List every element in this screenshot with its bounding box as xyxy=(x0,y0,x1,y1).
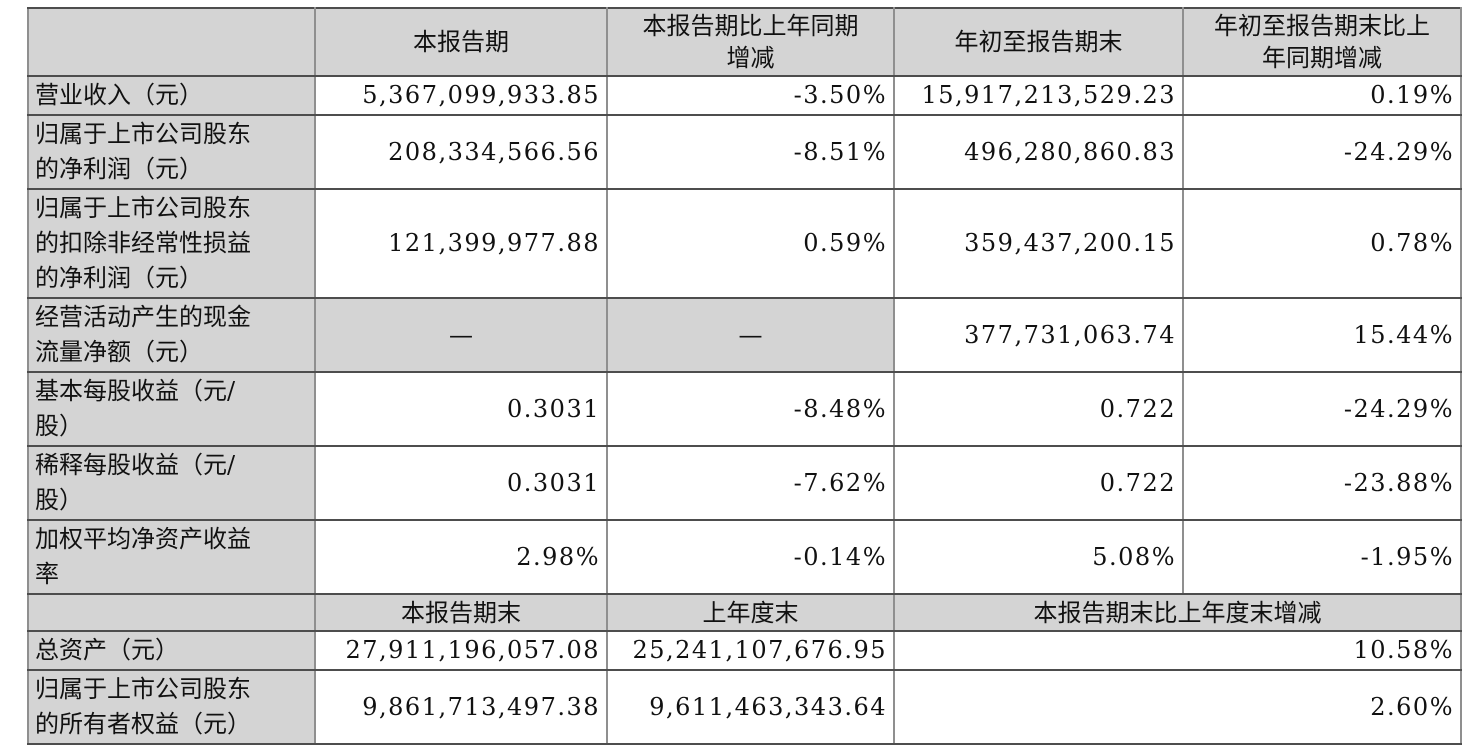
financial-summary-table: 本报告期 本报告期比上年同期 增减 年初至报告期末 年初至报告期末比上 年同期增… xyxy=(27,7,1462,745)
sub-header-row: 本报告期末 上年度末 本报告期末比上年度末增减 xyxy=(27,593,1462,632)
equity-change-value: 2.60% xyxy=(893,669,1462,745)
basic-eps-ytd-yoy-value: -24.29% xyxy=(1182,371,1462,447)
table-row: 总资产（元） 27,911,196,057.08 25,241,107,676.… xyxy=(27,630,1462,671)
table-row: 加权平均净资产收益 率 2.98% -0.14% 5.08% -1.95% xyxy=(27,519,1462,595)
operating-cash-flow-current-yoy-dash: — xyxy=(606,297,895,373)
col-header-ytd-yoy: 年初至报告期末比上 年同期增减 xyxy=(1182,7,1462,77)
diluted-eps-current-value: 0.3031 xyxy=(314,445,608,521)
row-label-net-profit-excl-nonrecurring: 归属于上市公司股东 的扣除非经常性损益 的净利润（元） xyxy=(27,188,316,299)
table-row: 营业收入（元） 5,367,099,933.85 -3.50% 15,917,2… xyxy=(27,75,1462,116)
net-profit-excl-ytd-value: 359,437,200.15 xyxy=(893,188,1184,299)
col-header-prior-year-end: 上年度末 xyxy=(606,593,895,632)
operating-cash-flow-ytd-yoy-value: 15.44% xyxy=(1182,297,1462,373)
col-header-current-period: 本报告期 xyxy=(314,7,608,77)
basic-eps-current-value: 0.3031 xyxy=(314,371,608,447)
weighted-avg-roe-current-value: 2.98% xyxy=(314,519,608,595)
col-header-period-end-vs-prior: 本报告期末比上年度末增减 xyxy=(893,593,1462,632)
table-row: 稀释每股收益（元/ 股） 0.3031 -7.62% 0.722 -23.88% xyxy=(27,445,1462,521)
revenue-ytd-value: 15,917,213,529.23 xyxy=(893,75,1184,116)
operating-cash-flow-current-dash: — xyxy=(314,297,608,373)
revenue-ytd-yoy-value: 0.19% xyxy=(1182,75,1462,116)
row-label-revenue: 营业收入（元） xyxy=(27,75,316,116)
financial-summary-table-container: 本报告期 本报告期比上年同期 增减 年初至报告期末 年初至报告期末比上 年同期增… xyxy=(27,7,1462,745)
table-row: 经营活动产生的现金 流量净额（元） — — 377,731,063.74 15.… xyxy=(27,297,1462,373)
row-label-diluted-eps: 稀释每股收益（元/ 股） xyxy=(27,445,316,521)
col-header-current-period-yoy: 本报告期比上年同期 增减 xyxy=(606,7,895,77)
basic-eps-current-yoy-value: -8.48% xyxy=(606,371,895,447)
revenue-current-value: 5,367,099,933.85 xyxy=(314,75,608,116)
equity-prior-year-end-value: 9,611,463,343.64 xyxy=(606,669,895,745)
weighted-avg-roe-ytd-value: 5.08% xyxy=(893,519,1184,595)
col-header-period-end: 本报告期末 xyxy=(314,593,608,632)
table-row: 基本每股收益（元/ 股） 0.3031 -8.48% 0.722 -24.29% xyxy=(27,371,1462,447)
diluted-eps-ytd-value: 0.722 xyxy=(893,445,1184,521)
row-label-net-profit: 归属于上市公司股东 的净利润（元） xyxy=(27,114,316,190)
net-profit-excl-ytd-yoy-value: 0.78% xyxy=(1182,188,1462,299)
net-profit-ytd-yoy-value: -24.29% xyxy=(1182,114,1462,190)
header-corner-cell xyxy=(27,7,316,77)
row-label-weighted-avg-roe: 加权平均净资产收益 率 xyxy=(27,519,316,595)
table-row: 归属于上市公司股东 的扣除非经常性损益 的净利润（元） 121,399,977.… xyxy=(27,188,1462,299)
equity-period-end-value: 9,861,713,497.38 xyxy=(314,669,608,745)
operating-cash-flow-ytd-value: 377,731,063.74 xyxy=(893,297,1184,373)
row-label-operating-cash-flow: 经营活动产生的现金 流量净额（元） xyxy=(27,297,316,373)
sub-header-corner-cell xyxy=(27,593,316,632)
total-assets-change-value: 10.58% xyxy=(893,630,1462,671)
total-assets-prior-year-end-value: 25,241,107,676.95 xyxy=(606,630,895,671)
weighted-avg-roe-current-yoy-value: -0.14% xyxy=(606,519,895,595)
basic-eps-ytd-value: 0.722 xyxy=(893,371,1184,447)
table-row: 归属于上市公司股东 的净利润（元） 208,334,566.56 -8.51% … xyxy=(27,114,1462,190)
net-profit-current-value: 208,334,566.56 xyxy=(314,114,608,190)
net-profit-ytd-value: 496,280,860.83 xyxy=(893,114,1184,190)
net-profit-current-yoy-value: -8.51% xyxy=(606,114,895,190)
net-profit-excl-current-value: 121,399,977.88 xyxy=(314,188,608,299)
total-assets-period-end-value: 27,911,196,057.08 xyxy=(314,630,608,671)
diluted-eps-current-yoy-value: -7.62% xyxy=(606,445,895,521)
diluted-eps-ytd-yoy-value: -23.88% xyxy=(1182,445,1462,521)
header-row: 本报告期 本报告期比上年同期 增减 年初至报告期末 年初至报告期末比上 年同期增… xyxy=(27,7,1462,77)
row-label-basic-eps: 基本每股收益（元/ 股） xyxy=(27,371,316,447)
weighted-avg-roe-ytd-yoy-value: -1.95% xyxy=(1182,519,1462,595)
row-label-total-assets: 总资产（元） xyxy=(27,630,316,671)
row-label-equity: 归属于上市公司股东 的所有者权益（元） xyxy=(27,669,316,745)
table-row: 归属于上市公司股东 的所有者权益（元） 9,861,713,497.38 9,6… xyxy=(27,669,1462,745)
net-profit-excl-current-yoy-value: 0.59% xyxy=(606,188,895,299)
col-header-ytd: 年初至报告期末 xyxy=(893,7,1184,77)
revenue-current-yoy-value: -3.50% xyxy=(606,75,895,116)
